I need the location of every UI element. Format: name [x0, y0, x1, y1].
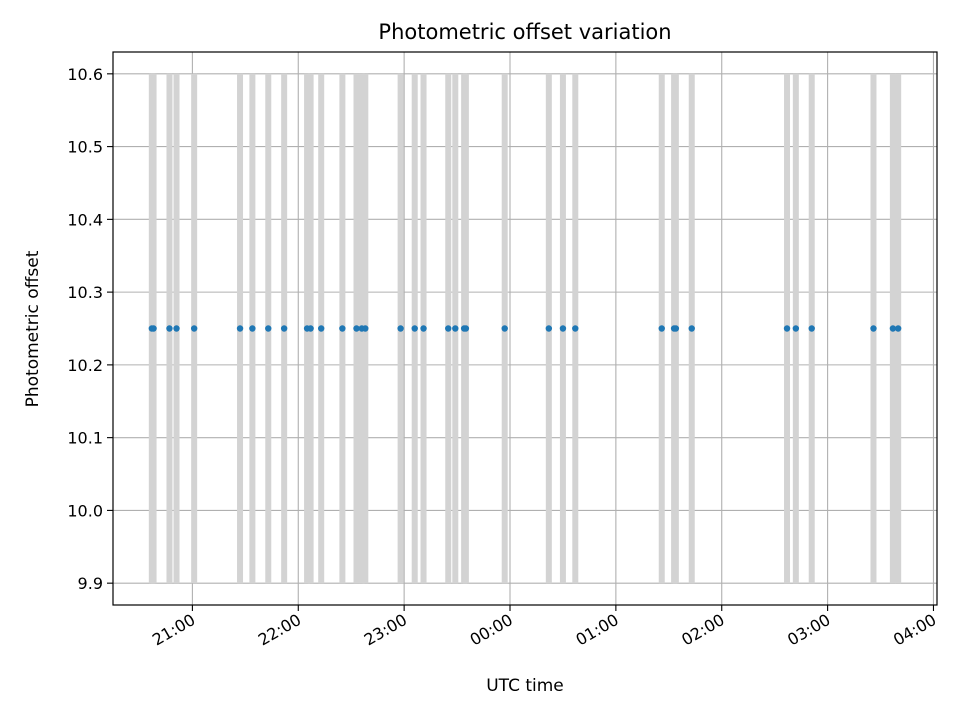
data-point — [166, 325, 173, 332]
data-point — [362, 325, 369, 332]
data-point — [397, 325, 404, 332]
data-point — [236, 325, 244, 332]
data-point — [870, 325, 877, 332]
data-point — [249, 325, 256, 332]
data-point — [445, 325, 452, 332]
y-axis-label: Photometric offset — [23, 250, 43, 407]
y-tick-label: 10.0 — [67, 501, 103, 520]
data-point — [318, 325, 325, 332]
y-tick-label: 10.2 — [67, 356, 103, 375]
chart-title: Photometric offset variation — [378, 20, 671, 44]
points-layer — [148, 325, 902, 332]
data-point — [339, 325, 346, 332]
data-point — [420, 325, 427, 332]
data-point — [150, 325, 157, 332]
data-point — [501, 325, 508, 332]
data-point — [462, 325, 470, 332]
y-tick-label: 9.9 — [78, 574, 103, 593]
data-point — [353, 325, 360, 332]
data-point — [173, 325, 180, 332]
y-tick-label: 10.3 — [67, 283, 103, 302]
data-point — [411, 325, 418, 332]
plot-area-frame — [112, 51, 938, 606]
data-point — [307, 325, 314, 332]
data-point — [190, 325, 198, 332]
data-point — [808, 325, 815, 332]
data-point — [265, 325, 272, 332]
data-point — [889, 325, 897, 332]
data-point — [894, 325, 902, 332]
data-point — [572, 325, 579, 332]
y-tick-label: 10.6 — [67, 65, 103, 84]
data-point — [658, 325, 665, 332]
data-point — [688, 325, 695, 332]
data-point — [792, 325, 800, 332]
data-point — [783, 325, 791, 332]
data-point — [559, 325, 567, 332]
data-point — [545, 325, 553, 332]
y-tick-label: 10.5 — [67, 138, 103, 157]
data-point — [672, 325, 680, 332]
data-point — [280, 325, 288, 332]
y-tick-label: 10.4 — [67, 210, 103, 229]
x-axis-label: UTC time — [486, 676, 564, 696]
y-tick-label: 10.1 — [67, 429, 103, 448]
data-point — [452, 325, 459, 332]
